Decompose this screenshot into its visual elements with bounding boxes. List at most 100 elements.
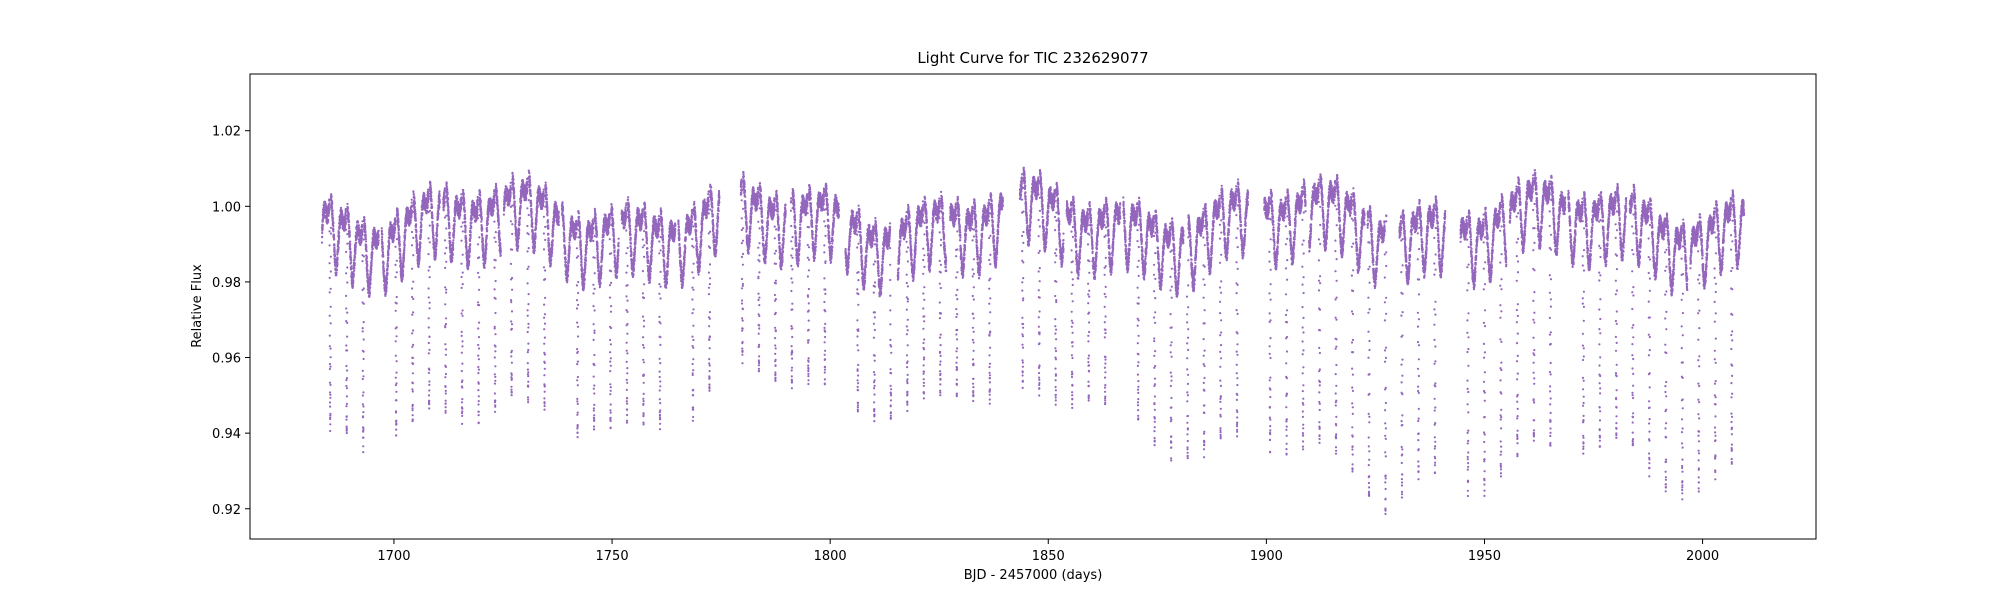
data-point: [452, 248, 454, 250]
data-point: [500, 254, 502, 256]
data-point: [395, 310, 397, 312]
data-point: [527, 399, 529, 401]
data-point: [497, 212, 499, 214]
data-point: [478, 236, 480, 238]
data-point: [346, 432, 348, 434]
data-point: [449, 237, 451, 239]
data-point: [346, 387, 348, 389]
data-point: [334, 249, 336, 251]
data-point: [543, 343, 545, 345]
data-point: [436, 240, 438, 242]
data-point: [412, 363, 414, 365]
data-point: [428, 407, 430, 409]
data-point: [510, 389, 512, 391]
data-point: [439, 195, 441, 197]
data-point: [411, 202, 413, 204]
data-point: [328, 230, 330, 232]
data-point: [336, 263, 338, 265]
data-point: [426, 212, 428, 214]
data-point: [531, 208, 533, 210]
data-point: [467, 267, 469, 269]
data-point: [414, 213, 416, 215]
data-point: [509, 199, 511, 201]
data-point: [514, 213, 516, 215]
data-point: [412, 382, 414, 384]
data-point: [543, 409, 545, 411]
data-point: [429, 266, 431, 268]
data-point: [494, 383, 496, 385]
data-point: [413, 198, 415, 200]
data-point: [349, 247, 351, 249]
data-point: [350, 254, 352, 256]
data-point: [362, 330, 364, 332]
data-point: [476, 211, 478, 213]
data-point: [346, 322, 348, 324]
data-point: [371, 255, 373, 257]
data-point: [387, 268, 389, 270]
data-point: [530, 195, 532, 197]
data-point: [448, 219, 450, 221]
data-point: [520, 196, 522, 198]
data-point: [511, 249, 513, 251]
data-point: [517, 247, 519, 249]
data-point: [431, 198, 433, 200]
data-point: [432, 232, 434, 234]
data-point: [494, 350, 496, 352]
data-point: [395, 429, 397, 431]
data-point: [477, 301, 479, 303]
data-point: [345, 272, 347, 274]
data-point: [330, 256, 332, 258]
data-point: [395, 434, 397, 436]
data-point: [547, 228, 549, 230]
data-point: [383, 267, 385, 269]
data-point: [420, 234, 422, 236]
data-point: [535, 227, 537, 229]
data-point: [464, 231, 466, 233]
data-point: [381, 243, 383, 245]
data-point: [346, 266, 348, 268]
data-point: [515, 221, 517, 223]
data-point: [345, 295, 347, 297]
data-point: [528, 233, 530, 235]
data-point: [411, 346, 413, 348]
data-point: [464, 229, 466, 231]
data-point: [364, 226, 366, 228]
data-point: [461, 312, 463, 314]
data-point: [470, 222, 472, 224]
data-point: [346, 336, 348, 338]
data-point: [445, 390, 447, 392]
data-point: [403, 246, 405, 248]
data-point: [321, 236, 323, 238]
data-point: [370, 279, 372, 281]
data-point: [514, 201, 516, 203]
data-point: [456, 197, 458, 199]
data-point: [527, 351, 529, 353]
data-point: [527, 381, 529, 383]
data-point: [382, 245, 384, 247]
data-point: [513, 192, 515, 194]
data-point: [412, 357, 414, 359]
data-point: [486, 229, 488, 231]
data-point: [428, 403, 430, 405]
data-point: [394, 218, 396, 220]
data-point: [403, 252, 405, 254]
data-point: [337, 258, 339, 260]
data-point: [543, 216, 545, 218]
data-point: [329, 315, 331, 317]
data-point: [527, 349, 529, 351]
data-point: [518, 237, 520, 239]
data-point: [547, 219, 549, 221]
data-point: [413, 193, 415, 195]
data-point: [430, 196, 432, 198]
data-point: [345, 344, 347, 346]
data-point: [531, 216, 533, 218]
data-point: [351, 265, 353, 267]
data-point: [354, 252, 356, 254]
data-point: [498, 220, 500, 222]
data-point: [394, 223, 396, 225]
data-point: [513, 197, 515, 199]
data-point: [402, 270, 404, 272]
data-point: [477, 272, 479, 274]
data-point: [481, 219, 483, 221]
